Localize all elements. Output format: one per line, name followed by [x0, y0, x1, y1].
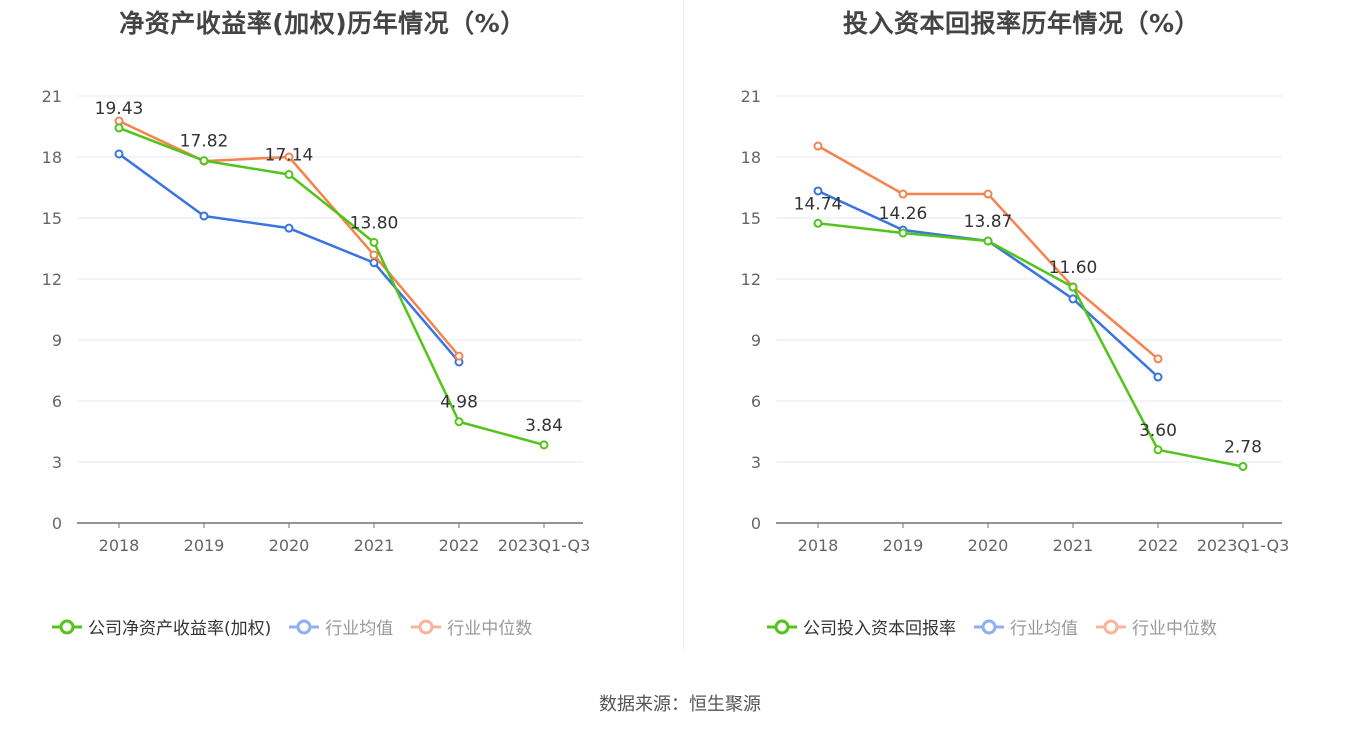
data-label: 3.60 — [1139, 421, 1177, 441]
legend-item-industry-avg[interactable]: 行业均值 — [974, 614, 1078, 639]
y-tick-label: 15 — [741, 209, 761, 228]
data-point — [199, 211, 209, 221]
y-tick-label: 9 — [52, 331, 62, 350]
data-point — [454, 417, 464, 427]
roe-chart-panel: 净资产收益率(加权)历年情况（%） 0 3 6 9 12 15 18 21 2018 2019 20… — [0, 0, 680, 660]
data-label: 14.74 — [794, 194, 843, 214]
x-tick-label: 2023Q1-Q3 — [1197, 536, 1290, 555]
data-point — [898, 228, 908, 238]
data-point — [1068, 294, 1078, 304]
data-point — [813, 141, 823, 151]
y-tick-label: 6 — [751, 392, 761, 411]
legend-item-industry-median[interactable]: 行业中位数 — [1096, 614, 1217, 639]
x-tick-label: 2020 — [968, 536, 1009, 555]
data-label: 11.60 — [1049, 258, 1098, 278]
y-tick-label: 21 — [42, 87, 62, 106]
legend-item-industry-avg[interactable]: 行业均值 — [289, 614, 393, 639]
data-point — [898, 189, 908, 199]
x-tick-label: 2023Q1-Q3 — [498, 536, 591, 555]
x-tick-label: 2021 — [354, 536, 395, 555]
data-label: 3.84 — [525, 416, 563, 436]
chart-title: 净资产收益率(加权)历年情况（%） — [119, 9, 526, 38]
data-point — [983, 236, 993, 246]
y-tick-label: 21 — [741, 87, 761, 106]
data-point — [1238, 461, 1248, 471]
legend-item-company-roe[interactable]: 公司净资产收益率(加权) — [52, 614, 271, 639]
y-tick-label: 18 — [42, 148, 62, 167]
data-point — [1153, 445, 1163, 455]
legend-label: 行业中位数 — [447, 619, 533, 639]
data-label: 19.43 — [95, 99, 144, 119]
chart-title: 投入资本回报率历年情况（%） — [842, 9, 1201, 38]
legend-line-circle-icon — [411, 619, 442, 634]
y-tick-label: 9 — [751, 331, 761, 350]
data-label: 13.80 — [350, 213, 399, 233]
series-line — [118, 152, 460, 363]
legend-line-circle-icon — [1096, 619, 1126, 634]
chart-legend: 公司投入资本回报率 行业均值 行业中位数 — [767, 614, 1217, 639]
y-tick-label: 0 — [52, 514, 62, 533]
legend-line-circle-icon — [767, 619, 797, 634]
data-point — [1153, 372, 1163, 382]
data-point — [454, 351, 464, 361]
legend-line-circle-icon — [52, 619, 82, 634]
legend-line-circle-icon — [974, 619, 1004, 634]
series-line — [817, 144, 1159, 360]
data-point — [983, 189, 993, 199]
y-tick-label: 0 — [751, 514, 761, 533]
data-label: 2.78 — [1224, 437, 1262, 457]
x-tick-label: 2022 — [1138, 536, 1179, 555]
data-label: 4.98 — [440, 393, 478, 413]
x-tick-label: 2019 — [883, 536, 924, 555]
y-tick-label: 3 — [52, 453, 62, 472]
y-tick-label: 18 — [741, 148, 761, 167]
data-point — [813, 218, 823, 228]
y-tick-label: 15 — [42, 209, 62, 228]
roe-line-chart: 0 3 6 9 12 15 18 21 2018 2019 2020 2021 2022 2023Q1-Q… — [42, 87, 591, 555]
data-point — [114, 123, 124, 133]
roic-chart-panel: 投入资本回报率历年情况（%） 0 3 6 9 12 15 18 21 2018 2019 2020 2… — [699, 0, 1360, 660]
x-tick-label: 2021 — [1053, 536, 1094, 555]
data-label: 13.87 — [964, 212, 1013, 232]
data-label: 17.82 — [180, 132, 229, 152]
y-tick-label: 3 — [751, 453, 761, 472]
roic-line-chart: 0 3 6 9 12 15 18 21 2018 2019 2020 2021 2022 2023Q1-Q… — [741, 87, 1290, 555]
data-point — [539, 440, 549, 450]
legend-label: 行业均值 — [1010, 619, 1078, 639]
data-point — [114, 149, 124, 159]
x-tick-label: 2020 — [269, 536, 310, 555]
legend-item-industry-median[interactable]: 行业中位数 — [411, 614, 532, 639]
data-point — [284, 169, 294, 179]
legend-label: 行业中位数 — [1132, 619, 1217, 639]
data-label: 14.26 — [879, 204, 928, 224]
legend-label: 公司投入资本回报率 — [803, 619, 956, 639]
x-tick-label: 2018 — [798, 536, 839, 555]
y-tick-label: 6 — [52, 392, 62, 411]
series-line — [817, 222, 1244, 468]
data-source-note: 数据来源：恒生聚源 — [599, 694, 761, 715]
legend-line-circle-icon — [289, 619, 320, 634]
data-point — [1068, 282, 1078, 292]
y-tick-label: 12 — [42, 270, 62, 289]
x-tick-label: 2018 — [99, 536, 140, 555]
legend-item-company-roic[interactable]: 公司投入资本回报率 — [767, 614, 956, 639]
data-label: 17.14 — [265, 145, 314, 165]
x-tick-label: 2019 — [184, 536, 225, 555]
data-point — [369, 250, 379, 260]
data-point — [369, 237, 379, 247]
data-point — [284, 152, 294, 162]
x-tick-label: 2022 — [439, 536, 480, 555]
chart-legend: 公司净资产收益率(加权) 行业均值 行业中位数 — [52, 614, 532, 639]
data-point — [813, 186, 823, 196]
data-point — [284, 223, 294, 233]
series-line — [118, 126, 545, 447]
legend-label: 公司净资产收益率(加权) — [88, 619, 272, 639]
y-tick-label: 12 — [741, 270, 761, 289]
panel-divider — [683, 0, 684, 650]
data-point — [1153, 354, 1163, 364]
data-point — [369, 258, 379, 268]
data-point — [199, 156, 209, 166]
legend-label: 行业均值 — [325, 619, 394, 639]
